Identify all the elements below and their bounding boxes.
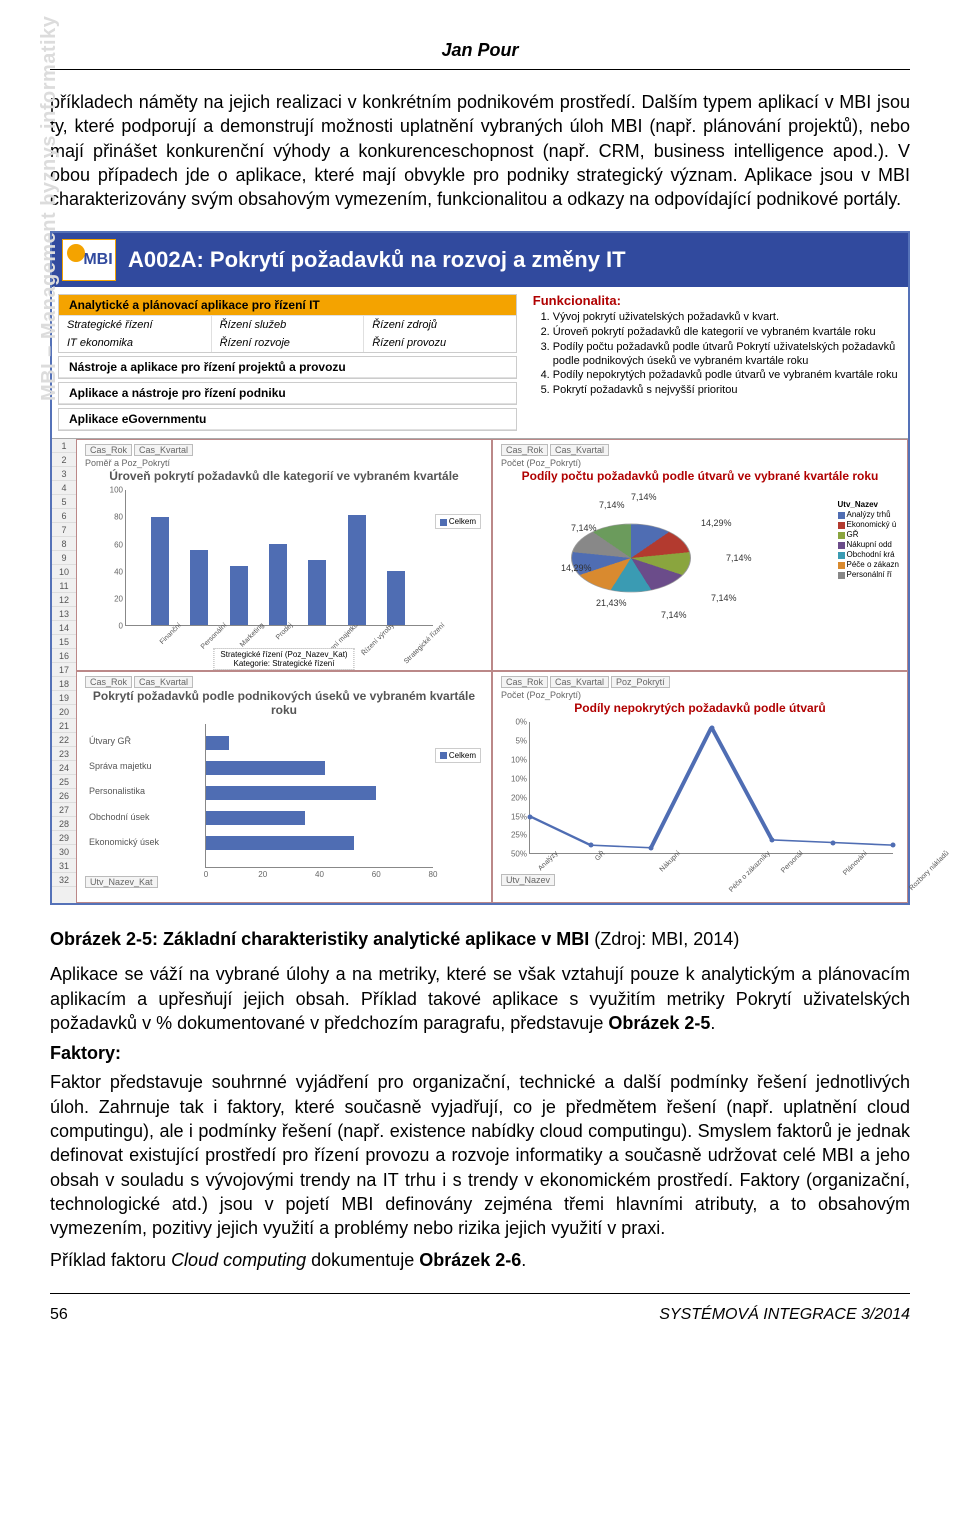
label-faktory: Faktory: [50, 1043, 910, 1064]
chart-pie-top-right: Cas_RokCas_Kvartal Počet (Poz_Pokrytí) P… [492, 439, 908, 671]
figure-header: MBI A002A: Pokrytí požadavků na rozvoj a… [52, 233, 908, 287]
author-name: Jan Pour [50, 40, 910, 61]
figure-caption: Obrázek 2-5: Základní charakteristiky an… [50, 929, 910, 950]
mbi-logo: MBI [62, 239, 116, 281]
para-2: Aplikace se váží na vybrané úlohy a na m… [50, 962, 910, 1035]
para-4: Příklad faktoru Cloud computing dokument… [50, 1248, 910, 1272]
rule-bottom [50, 1293, 910, 1294]
cat-group2: Nástroje a aplikace pro řízení projektů … [59, 357, 516, 378]
chart-bar-bottom-left: Cas_RokCas_Kvartal Pokrytí požadavků pod… [76, 671, 492, 903]
figure-title: A002A: Pokrytí požadavků na rozvoj a změ… [128, 247, 626, 273]
rule-top [50, 69, 910, 70]
page-number: 56 [50, 1306, 68, 1324]
para-1: příkladech náměty na jejich realizaci v … [50, 90, 910, 211]
functionality-panel: Funkcionalita: Vývoj pokrytí uživatelský… [523, 287, 908, 438]
cat-group3: Aplikace a nástroje pro řízení podniku [59, 383, 516, 404]
para-3: Faktor představuje souhrnné vyjádření pr… [50, 1070, 910, 1240]
page-footer: 56 SYSTÉMOVÁ INTEGRACE 3/2014 [50, 1306, 910, 1324]
figure-2-5: MBI – Management byznys informatiky MBI … [50, 231, 910, 905]
categories-panel: Analytické a plánovací aplikace pro říze… [52, 287, 523, 438]
cat-group4: Aplikace eGovernmentu [59, 409, 516, 430]
chart-line-bottom-right: Cas_RokCas_KvartalPoz_Pokrytí Počet (Poz… [492, 671, 908, 903]
journal-ref: SYSTÉMOVÁ INTEGRACE 3/2014 [659, 1306, 910, 1324]
cat-group1-title: Analytické a plánovací aplikace pro říze… [59, 295, 516, 316]
chart-bar-top-left: Cas_RokCas_Kvartal Poměř a Poz_Pokrytí Ú… [76, 439, 492, 671]
watermark: MBI – Management byznys informatiky [38, 16, 61, 401]
dashboard-grid: 1234567891011121314151617181920212223242… [52, 439, 908, 903]
